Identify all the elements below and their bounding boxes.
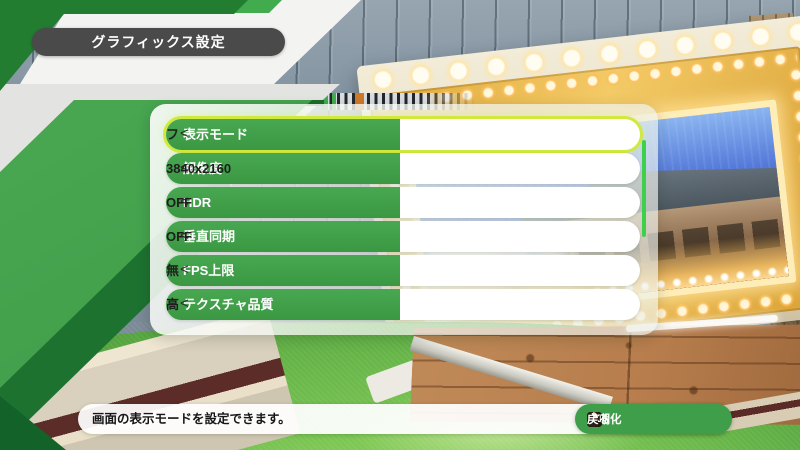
setting-row-vsync[interactable]: 垂直同期 < OFF > (166, 221, 640, 252)
tick-green-bar (332, 93, 336, 110)
prev-option-button[interactable]: < (180, 295, 189, 312)
page-title: グラフィックス設定 (32, 28, 285, 56)
setting-label: HDR (166, 187, 400, 218)
setting-label: FPS上限 (166, 255, 400, 286)
prev-option-button[interactable]: < (180, 193, 189, 210)
setting-row-display-mode[interactable]: 表示モード < フルスクリーン > (166, 119, 640, 150)
tick-green-bar (322, 93, 328, 110)
setting-row-hdr[interactable]: HDR < OFF > (166, 187, 640, 218)
setting-label: テクスチャ品質 (166, 289, 400, 320)
prev-option-button[interactable]: < (180, 125, 189, 142)
footer-actions: Q 初期化 ⌫ 戻る (575, 404, 732, 434)
setting-label: 垂直同期 (166, 221, 400, 252)
back-button[interactable]: 戻る (587, 414, 610, 426)
prev-option-button[interactable]: < (180, 261, 189, 278)
prev-option-button[interactable]: < (180, 159, 189, 176)
tick-orange-bar (355, 93, 364, 110)
setting-row-fps-limit[interactable]: FPS上限 < 無制限 > (166, 255, 640, 286)
setting-label: 解像度 (166, 153, 400, 184)
setting-row-texture-quality[interactable]: テクスチャ品質 < 高 > (166, 289, 640, 320)
setting-row-resolution[interactable]: 解像度 < 3840x2160 > (166, 153, 640, 184)
settings-panel: 表示モード < フルスクリーン > 解像度 < 3840x2160 > HDR … (150, 104, 658, 335)
footer-description: 画面の表示モードを設定できます。 (92, 412, 291, 426)
setting-label: 表示モード (166, 119, 400, 150)
prev-option-button[interactable]: < (180, 227, 189, 244)
scrollbar-thumb[interactable] (642, 140, 646, 237)
mouse-right-click-icon (587, 411, 598, 427)
